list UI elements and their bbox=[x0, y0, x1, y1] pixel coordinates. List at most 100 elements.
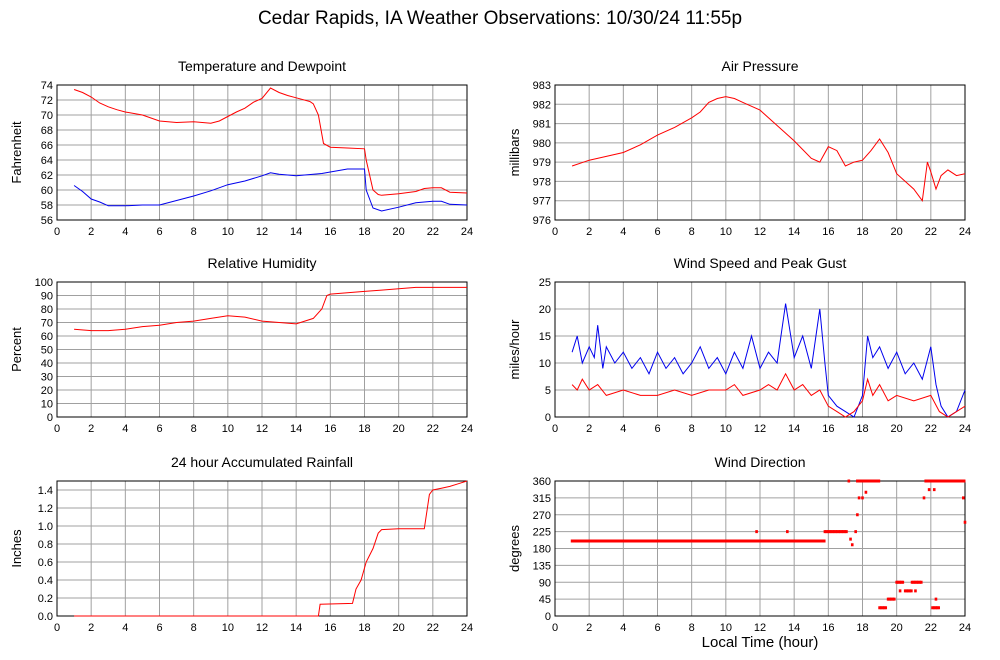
direction-point bbox=[944, 479, 947, 483]
direction-point bbox=[580, 539, 583, 543]
y-axis-label: Inches bbox=[9, 529, 24, 568]
page-title: Cedar Rapids, IA Weather Observations: 1… bbox=[257, 8, 743, 29]
direction-point bbox=[869, 479, 873, 483]
x-tick-label: 8 bbox=[191, 226, 197, 238]
direction-point bbox=[810, 539, 814, 543]
direction-point bbox=[793, 539, 797, 543]
x-tick-label: 0 bbox=[54, 226, 60, 238]
direction-point bbox=[937, 606, 940, 610]
direction-point bbox=[667, 539, 671, 543]
direction-point bbox=[704, 539, 708, 543]
direction-point bbox=[899, 580, 903, 584]
direction-point bbox=[589, 539, 592, 543]
direction-point bbox=[653, 539, 657, 543]
direction-point bbox=[840, 530, 844, 534]
x-tick-label: 20 bbox=[891, 622, 903, 634]
direction-point bbox=[845, 530, 848, 534]
direction-point bbox=[729, 539, 732, 543]
direction-point bbox=[583, 539, 586, 543]
y-tick-label: 56 bbox=[41, 215, 53, 227]
x-tick-label: 14 bbox=[788, 423, 800, 435]
direction-point bbox=[961, 496, 965, 500]
x-tick-label: 22 bbox=[427, 622, 439, 634]
x-tick-label: 20 bbox=[393, 226, 405, 238]
y-tick-label: 20 bbox=[539, 304, 551, 316]
y-tick-label: 1.2 bbox=[38, 503, 53, 515]
direction-point bbox=[701, 539, 705, 543]
direction-point bbox=[767, 539, 771, 543]
direction-point bbox=[939, 479, 943, 483]
direction-point bbox=[898, 589, 902, 593]
x-tick-label: 0 bbox=[552, 226, 558, 238]
temp-series-red-line bbox=[73, 87, 468, 196]
direction-point bbox=[739, 539, 743, 543]
direction-point bbox=[730, 539, 734, 543]
direction-point bbox=[750, 539, 754, 543]
x-tick-label: 2 bbox=[88, 226, 94, 238]
x-tick-label: 22 bbox=[427, 423, 439, 435]
y-tick-label: 15 bbox=[539, 331, 551, 343]
direction-point bbox=[686, 539, 689, 543]
direction-point bbox=[635, 539, 638, 543]
direction-point bbox=[784, 539, 788, 543]
direction-point bbox=[832, 530, 836, 534]
direction-point bbox=[958, 479, 961, 483]
direction-point bbox=[884, 606, 888, 610]
direction-point bbox=[650, 539, 654, 543]
x-tick-label: 6 bbox=[156, 622, 162, 634]
direction-point bbox=[863, 479, 867, 483]
direction-point bbox=[627, 539, 631, 543]
x-tick-label: 8 bbox=[689, 622, 695, 634]
x-tick-label: 24 bbox=[461, 423, 473, 435]
x-tick-label: 6 bbox=[654, 226, 660, 238]
panel-title: 24 hour Accumulated Rainfall bbox=[171, 454, 353, 470]
direction-point bbox=[649, 539, 652, 543]
direction-point bbox=[818, 539, 821, 543]
direction-point bbox=[776, 539, 780, 543]
x-tick-label: 10 bbox=[222, 226, 234, 238]
x-tick-label: 12 bbox=[754, 423, 766, 435]
direction-point bbox=[690, 539, 694, 543]
direction-point bbox=[882, 606, 886, 610]
direction-point bbox=[891, 597, 895, 601]
direction-point bbox=[822, 539, 826, 543]
direction-point bbox=[746, 539, 749, 543]
direction-point bbox=[656, 539, 660, 543]
direction-point bbox=[829, 530, 833, 534]
direction-point bbox=[722, 539, 726, 543]
direction-point bbox=[962, 479, 966, 483]
x-tick-label: 0 bbox=[552, 622, 558, 634]
direction-point bbox=[652, 539, 655, 543]
direction-point bbox=[930, 479, 934, 483]
direction-point bbox=[675, 539, 678, 543]
direction-point bbox=[843, 530, 847, 534]
direction-point bbox=[819, 539, 823, 543]
direction-point bbox=[831, 530, 834, 534]
direction-point bbox=[835, 530, 839, 534]
y-axis-label: Fahrenheit bbox=[9, 121, 24, 184]
y-tick-label: 70 bbox=[41, 318, 53, 330]
x-tick-label: 8 bbox=[689, 226, 695, 238]
direction-point bbox=[626, 539, 629, 543]
x-tick-label: 4 bbox=[122, 423, 128, 435]
x-tick-label: 14 bbox=[290, 423, 302, 435]
y-tick-label: 225 bbox=[533, 527, 551, 539]
direction-point bbox=[872, 479, 876, 483]
direction-point bbox=[755, 530, 758, 534]
direction-point bbox=[908, 589, 912, 593]
direction-point bbox=[721, 539, 725, 543]
direction-point bbox=[733, 539, 737, 543]
humidity-panel: 0 2 4 6 8 10 12 14 16 18 20 22 240102030405060708090… bbox=[9, 255, 473, 435]
direction-point bbox=[861, 496, 864, 500]
direction-point bbox=[850, 543, 854, 547]
direction-point bbox=[778, 539, 781, 543]
x-tick-label: 14 bbox=[788, 226, 800, 238]
direction-point bbox=[857, 496, 861, 500]
x-tick-label: 2 bbox=[586, 226, 592, 238]
y-tick-label: 72 bbox=[41, 95, 53, 107]
panel-title: Wind Direction bbox=[714, 454, 805, 470]
direction-point bbox=[914, 589, 917, 593]
direction-point bbox=[572, 539, 575, 543]
x-tick-label: 18 bbox=[358, 226, 370, 238]
y-tick-label: 270 bbox=[533, 510, 551, 522]
